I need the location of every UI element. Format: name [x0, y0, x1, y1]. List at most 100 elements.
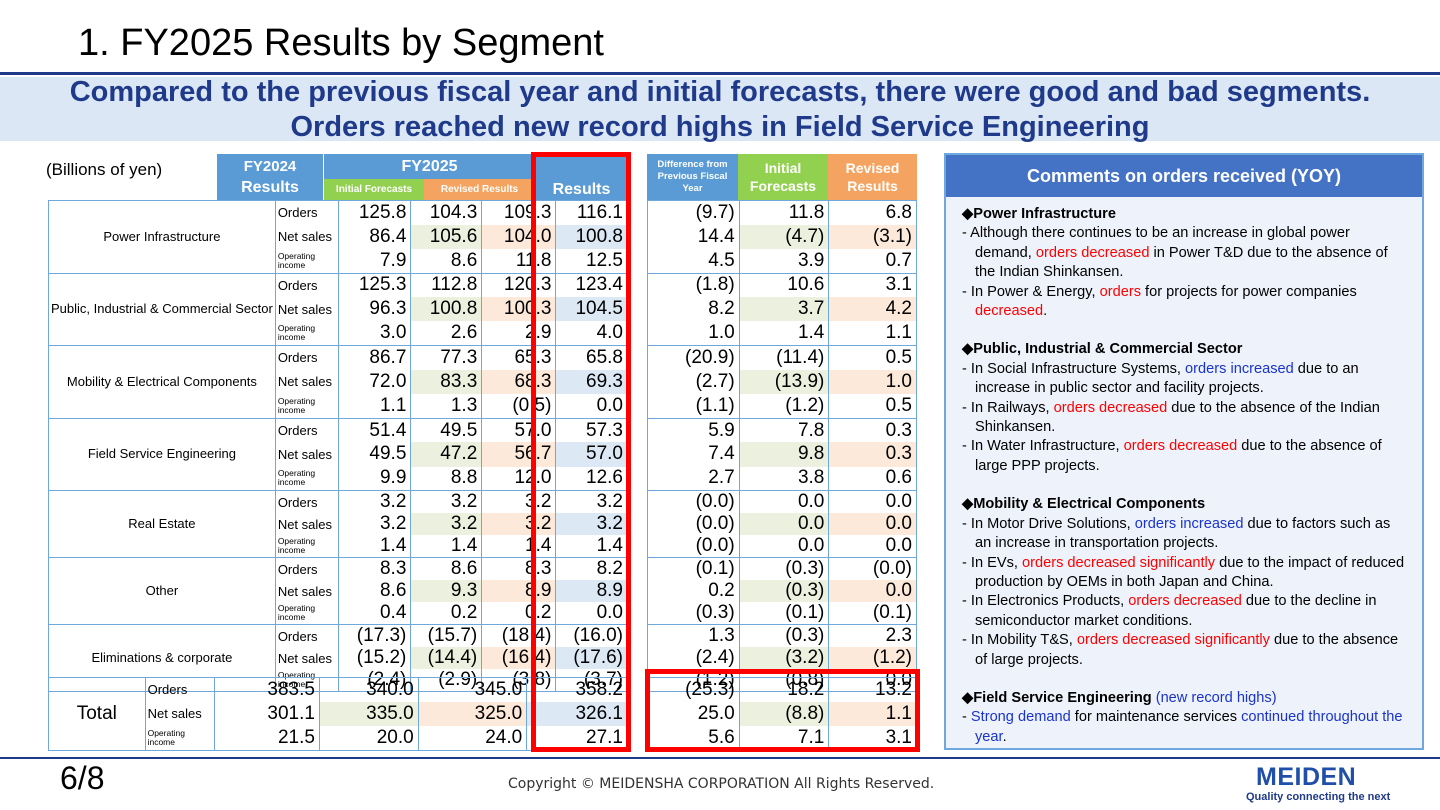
comment-section-title: ◆Power Infrastructure — [962, 205, 1410, 224]
value-cell: 100.3 — [481, 297, 556, 322]
difference-cell: (25.3) — [647, 676, 740, 702]
difference-cell: (0.0) — [828, 557, 917, 581]
difference-cell: 0.0 — [828, 490, 917, 514]
comment-text: orders decreased — [1123, 438, 1238, 455]
difference-cell: (4.7) — [738, 224, 829, 249]
value-cell: 100.8 — [410, 297, 482, 322]
difference-cell: 0.2 — [647, 580, 740, 603]
units-label: (Billions of yen) — [46, 160, 163, 179]
value-cell: 1.4 — [337, 535, 411, 559]
value-cell: 57.0 — [555, 442, 628, 467]
spacer — [962, 321, 1410, 340]
comment-text: orders decreased — [1128, 593, 1242, 610]
meiden-logo: MEIDEN — [1256, 763, 1357, 791]
comment-text: - In Water Infrastructure, — [962, 438, 1124, 455]
comment-text: orders increased — [1134, 515, 1244, 532]
value-cell: 125.3 — [337, 272, 411, 298]
table-row: Operating income 0.4 0.2 0.2 0.0 — [49, 602, 628, 626]
value-cell: 335.0 — [318, 701, 419, 726]
value-cell: 104.3 — [410, 199, 482, 225]
value-cell: 0.2 — [410, 602, 482, 626]
difference-cell: 1.4 — [738, 321, 829, 347]
value-cell: 86.7 — [337, 345, 411, 370]
difference-cell: (3.2) — [738, 647, 829, 670]
comment-text: orders — [1099, 283, 1141, 300]
table-row: 2.7 3.8 0.6 — [647, 466, 917, 492]
segment-name: Public, Industrial & Commercial Sector — [48, 272, 276, 347]
row-label: Operating income — [144, 725, 215, 751]
table-row: Eliminations & corporate Orders (17.3) (15.… — [48, 624, 628, 693]
row-label: Net sales — [274, 297, 339, 322]
header-fy2024: FY2024 Results — [217, 154, 323, 200]
segment-name: Real Estate — [48, 490, 276, 559]
value-cell: (14.4) — [410, 647, 482, 670]
value-cell: 8.3 — [337, 557, 411, 581]
comment-line: - Although there continues to be an incr… — [962, 224, 1410, 282]
difference-cell: (9.7) — [647, 199, 740, 225]
table-row: Net sales 301.1 335.0 325.0 326.1 — [49, 701, 628, 726]
difference-cell: 14.4 — [647, 224, 740, 249]
difference-cell: 0.0 — [738, 513, 829, 536]
difference-cell: 2.3 — [828, 624, 917, 648]
difference-cell: (1.1) — [647, 394, 740, 419]
row-label: Orders — [274, 272, 339, 298]
table-row: 4.5 3.9 0.7 — [647, 248, 917, 274]
value-cell: 8.2 — [555, 557, 628, 581]
comment-text: due to factors such as an increase in tr… — [975, 515, 1391, 552]
table-row: 14.4 (4.7) (3.1) — [647, 224, 917, 249]
row-label: Net sales — [144, 701, 215, 726]
comment-text: - — [962, 709, 971, 726]
segment-name: Field Service Engineering — [48, 417, 276, 492]
value-cell: 86.4 — [337, 224, 411, 249]
comment-text: due to an increase in public sector and … — [975, 360, 1359, 397]
difference-cell: (0.0) — [647, 513, 740, 536]
comment-line: - In EVs, orders decreased significantly… — [962, 554, 1410, 593]
difference-cell: 1.1 — [828, 701, 917, 726]
difference-cell: 0.5 — [828, 345, 917, 370]
difference-cell: (2.7) — [647, 369, 740, 394]
difference-cell: (1.2) — [828, 647, 917, 670]
difference-cell: 1.0 — [828, 369, 917, 394]
total-difference-table: (25.3) 18.2 13.2 25.0 (8.8) 1.1 5.6 7.1 3.1 — [647, 676, 917, 751]
difference-cell: (0.3) — [738, 624, 829, 648]
difference-cell: 0.0 — [828, 535, 917, 559]
value-cell: 8.9 — [555, 580, 628, 603]
table-row: Public, Industrial & Commercial Sector Or… — [48, 272, 628, 347]
table-row: (0.3) (0.1) (0.1) — [647, 602, 917, 626]
value-cell: 57.0 — [481, 417, 556, 443]
value-cell: 8.6 — [337, 580, 411, 603]
value-cell: 49.5 — [337, 442, 411, 467]
difference-cell: (0.0) — [647, 490, 740, 514]
value-cell: 120.3 — [481, 272, 556, 298]
subtitle: Compared to the previous fiscal year and… — [69, 76, 1371, 143]
comment-line: - In Mobility T&S, orders decreased sign… — [962, 631, 1410, 670]
difference-cell: 0.3 — [828, 417, 917, 443]
difference-cell: 1.0 — [647, 321, 740, 347]
value-cell: 345.0 — [417, 676, 527, 702]
value-cell: 77.3 — [410, 345, 482, 370]
difference-cell: 8.2 — [647, 297, 740, 322]
difference-cell: (0.1) — [647, 557, 740, 581]
difference-cell: 1.3 — [647, 624, 740, 648]
table-row: Net sales 8.6 9.3 8.9 8.9 — [49, 580, 628, 603]
value-cell: 1.3 — [410, 394, 482, 419]
header-revised-results: Revised Results — [424, 179, 535, 200]
table-row: 0.2 (0.3) 0.0 — [647, 580, 917, 603]
comment-text: - In Railways, — [962, 399, 1054, 416]
value-cell: 3.2 — [410, 513, 482, 536]
difference-cell: (1.8) — [647, 272, 740, 298]
value-cell: 8.6 — [410, 557, 482, 581]
difference-cell: 5.9 — [647, 417, 740, 443]
row-label: Orders — [274, 624, 339, 648]
difference-cell: (1.2) — [738, 394, 829, 419]
value-cell: 3.2 — [337, 490, 411, 514]
comment-text: due to the absence of large PPP projects… — [975, 438, 1382, 474]
comment-section-note: (new record highs) — [1151, 689, 1277, 706]
difference-cell: (2.4) — [647, 647, 740, 670]
difference-cell: (0.0) — [647, 535, 740, 559]
value-cell: 1.4 — [410, 535, 482, 559]
value-cell: 56.7 — [481, 442, 556, 467]
header-fy2024-label: FY2024 — [243, 158, 297, 175]
comments-body: ◆Power Infrastructure - Although there co… — [946, 197, 1422, 747]
row-label: Orders — [274, 345, 339, 370]
